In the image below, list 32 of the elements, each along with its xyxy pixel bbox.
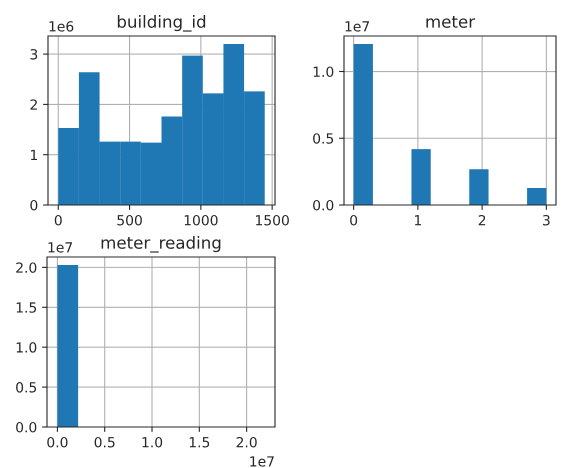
y-tick-label: 3 bbox=[30, 49, 38, 60]
text: 1e7 bbox=[250, 456, 274, 467]
y-tick-label: 1.5 bbox=[16, 302, 36, 313]
text: 1e7 bbox=[346, 21, 370, 32]
y-tick-label: 2.0 bbox=[16, 262, 36, 273]
y-tick-label: 0.0 bbox=[313, 200, 334, 210]
chart-title: building_id bbox=[118, 15, 206, 32]
chart-title: meter bbox=[426, 16, 476, 28]
x-tick-label: 3 bbox=[543, 214, 550, 226]
y-tick-label: 1 bbox=[30, 150, 37, 160]
x-tick-label: 500 bbox=[117, 214, 142, 226]
x-tick-label: 0 bbox=[350, 214, 358, 226]
text: 1e6 bbox=[50, 21, 74, 32]
x-tick-label: 0.5 bbox=[94, 436, 115, 448]
x-tick-label: 2 bbox=[478, 214, 486, 226]
x-tick-label: 0.0 bbox=[47, 436, 68, 448]
x-tick-label: 2.0 bbox=[236, 436, 257, 448]
x-tick-label: 1.5 bbox=[190, 437, 210, 448]
x-tick-label: 1 bbox=[414, 215, 422, 226]
y-tick-label: 1.0 bbox=[314, 66, 334, 77]
x-tick-label: 1500 bbox=[256, 214, 289, 226]
text: 1e7 bbox=[48, 242, 72, 253]
y-tick-label: 2 bbox=[30, 99, 37, 110]
y-tick-label: 0.5 bbox=[16, 382, 36, 393]
y-tick-label: 0.5 bbox=[313, 133, 334, 144]
x-tick-label: 1.0 bbox=[142, 436, 162, 448]
y-tick-label: 0.0 bbox=[16, 422, 36, 432]
x-tick-label: 1000 bbox=[184, 214, 218, 226]
y-tick-label: 1.0 bbox=[16, 342, 36, 353]
y-tick-label: 0 bbox=[30, 200, 38, 210]
x-tick-label: 0 bbox=[54, 214, 62, 226]
chart-title: meter_reading bbox=[102, 236, 220, 253]
